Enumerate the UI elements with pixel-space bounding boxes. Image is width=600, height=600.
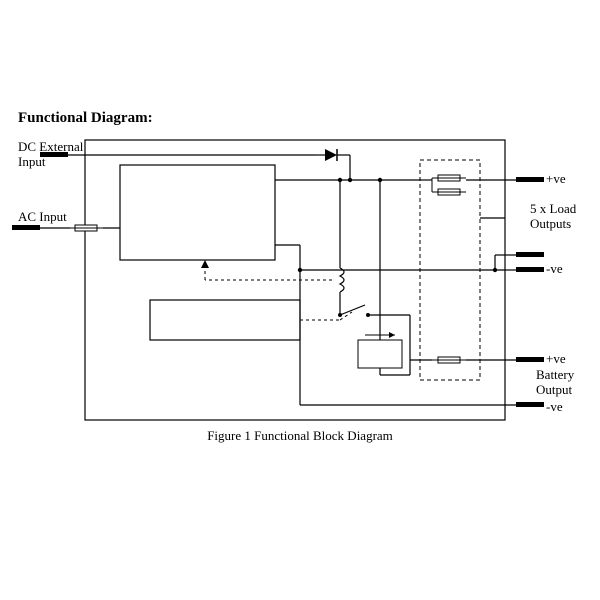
- terminal-dc-input: [40, 152, 68, 157]
- trickle-box: [358, 340, 402, 368]
- terminal-batt-pos: [516, 357, 544, 362]
- psu-block: [120, 165, 275, 260]
- blv-block: [150, 300, 300, 340]
- diagram-svg: [0, 0, 600, 600]
- terminal-load-pos: [516, 177, 544, 182]
- terminal-ac-input: [12, 225, 40, 230]
- terminal-batt-neg: [516, 402, 544, 407]
- terminal-load-neg: [516, 252, 544, 257]
- terminal-load-neg: [516, 267, 544, 272]
